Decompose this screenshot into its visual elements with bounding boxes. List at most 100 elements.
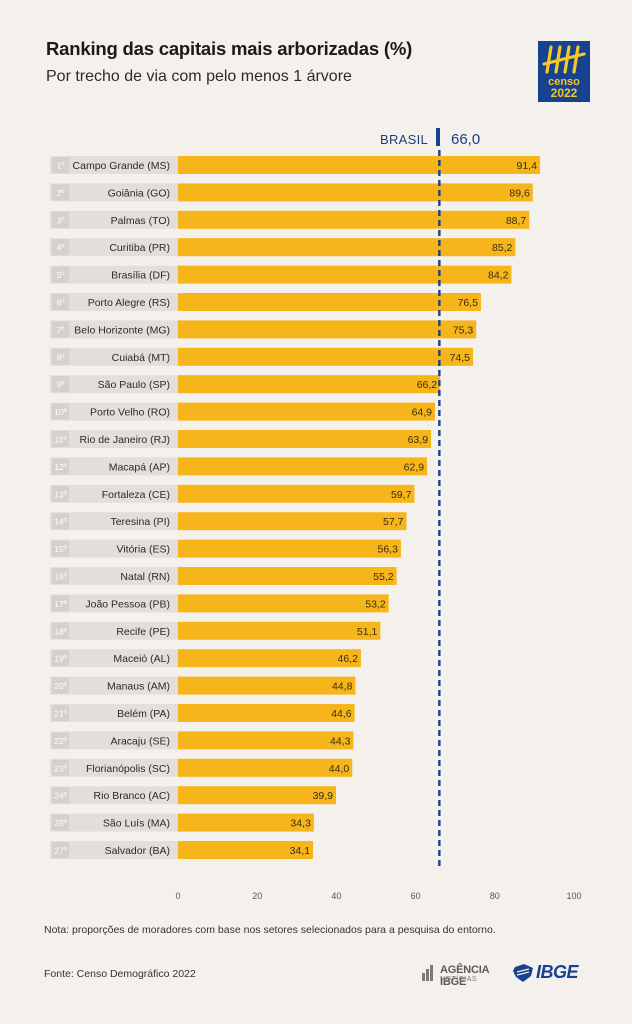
rank-box xyxy=(52,540,69,557)
bar xyxy=(178,265,512,284)
bar xyxy=(178,156,540,174)
row-label-bg xyxy=(50,156,178,174)
bar xyxy=(178,813,314,832)
row-label-bg xyxy=(50,183,178,202)
rank-box xyxy=(52,595,69,612)
rank-box xyxy=(52,814,69,831)
row-label-bg xyxy=(50,539,178,558)
row-label-bg xyxy=(50,484,178,503)
bar xyxy=(178,567,397,585)
value-label: 44,3 xyxy=(330,735,351,747)
rank-box xyxy=(52,157,69,173)
value-label: 74,5 xyxy=(450,352,471,364)
category-label: Maceió (AL) xyxy=(113,653,170,665)
bar xyxy=(178,758,353,777)
rank-label: 27º xyxy=(54,846,67,856)
bar xyxy=(178,841,314,859)
bar xyxy=(178,347,474,366)
category-label: Goiânia (GO) xyxy=(108,187,170,199)
bar xyxy=(178,676,356,695)
chart-title: Ranking das capitais mais arborizadas (%… xyxy=(46,38,413,59)
bar-chart: 1º Campo Grande (MS) 91,4 2º Goiânia (GO) 89,… xyxy=(50,150,582,900)
reference-value: 66,0 xyxy=(451,131,481,148)
rank-label: 17º xyxy=(54,599,67,609)
ibge-text: IBGE xyxy=(536,962,579,982)
category-label: Porto Alegre (RS) xyxy=(88,297,170,309)
rank-box xyxy=(52,485,69,502)
value-label: 62,9 xyxy=(404,461,425,473)
bar xyxy=(178,539,401,558)
category-label: Campo Grande (MS) xyxy=(73,160,170,172)
value-label: 39,9 xyxy=(313,790,334,802)
rank-label: 2º xyxy=(57,188,65,198)
row-label-bg xyxy=(50,786,178,805)
footnote: Nota: proporções de moradores com base n… xyxy=(44,924,496,936)
row-label-bg xyxy=(50,347,178,366)
rank-label: 8º xyxy=(57,352,65,362)
rank-box xyxy=(52,294,69,310)
rank-box xyxy=(52,431,69,447)
row-label-bg xyxy=(50,758,178,777)
row-label-bg xyxy=(50,375,178,394)
value-label: 46,2 xyxy=(338,653,359,665)
x-tick-label: 0 xyxy=(175,891,180,900)
row-label-bg xyxy=(50,512,178,531)
value-label: 55,2 xyxy=(373,571,394,583)
reference-label: BRASIL xyxy=(380,132,429,147)
row-label-bg xyxy=(50,210,178,229)
bar xyxy=(178,457,428,476)
agencia-subtext: NOTÍCIAS xyxy=(440,976,478,983)
rank-box xyxy=(52,759,69,776)
rank-box xyxy=(52,568,69,584)
rank-box xyxy=(52,787,69,804)
row-label-bg xyxy=(50,621,178,640)
category-label: Palmas (TO) xyxy=(111,215,170,227)
category-label: Teresina (PI) xyxy=(110,516,170,528)
value-label: 34,1 xyxy=(290,845,311,857)
censo-logo: censo 2022 xyxy=(538,41,590,102)
x-tick-label: 100 xyxy=(566,891,581,900)
value-label: 88,7 xyxy=(506,215,527,227)
value-label: 63,9 xyxy=(408,434,429,446)
bar xyxy=(178,293,481,311)
rank-label: 9º xyxy=(57,380,65,390)
value-label: 89,6 xyxy=(509,187,530,199)
row-label-bg xyxy=(50,238,178,257)
category-label: João Pessoa (PB) xyxy=(85,598,170,610)
rank-box xyxy=(52,705,69,721)
rank-box xyxy=(52,239,69,256)
bar xyxy=(178,183,533,202)
x-tick-label: 40 xyxy=(331,891,341,900)
category-label: Florianópolis (SC) xyxy=(86,763,170,775)
row-label-bg xyxy=(50,841,178,859)
source-line: Fonte: Censo Demográfico 2022 xyxy=(44,968,196,980)
rank-label: 23º xyxy=(54,763,67,773)
bar xyxy=(178,704,355,722)
x-tick-label: 20 xyxy=(252,891,262,900)
rank-box xyxy=(52,458,69,475)
x-tick-label: 60 xyxy=(411,891,421,900)
value-label: 84,2 xyxy=(488,270,509,282)
chart-subtitle: Por trecho de via com pelo menos 1 árvor… xyxy=(46,68,352,85)
row-label-bg xyxy=(50,265,178,284)
value-label: 57,7 xyxy=(383,516,404,528)
value-label: 51,1 xyxy=(357,626,378,638)
category-label: São Luís (MA) xyxy=(103,818,170,830)
rank-box xyxy=(52,211,69,228)
category-label: Belo Horizonte (MG) xyxy=(74,324,170,336)
row-label-bg xyxy=(50,731,178,750)
rank-label: 16º xyxy=(54,572,67,582)
category-label: Vitória (ES) xyxy=(117,544,171,556)
bar xyxy=(178,512,407,531)
rank-box xyxy=(52,513,69,530)
rank-box xyxy=(52,348,69,365)
value-label: 91,4 xyxy=(517,160,538,172)
rank-label: 13º xyxy=(54,489,67,499)
ibge-brazil-icon xyxy=(513,964,533,982)
category-label: Aracaju (SE) xyxy=(110,735,170,747)
tally-marks-icon xyxy=(542,45,586,74)
row-label-bg xyxy=(50,320,178,339)
rank-label: 4º xyxy=(57,243,65,253)
rank-label: 12º xyxy=(54,462,67,472)
bar xyxy=(178,210,530,229)
